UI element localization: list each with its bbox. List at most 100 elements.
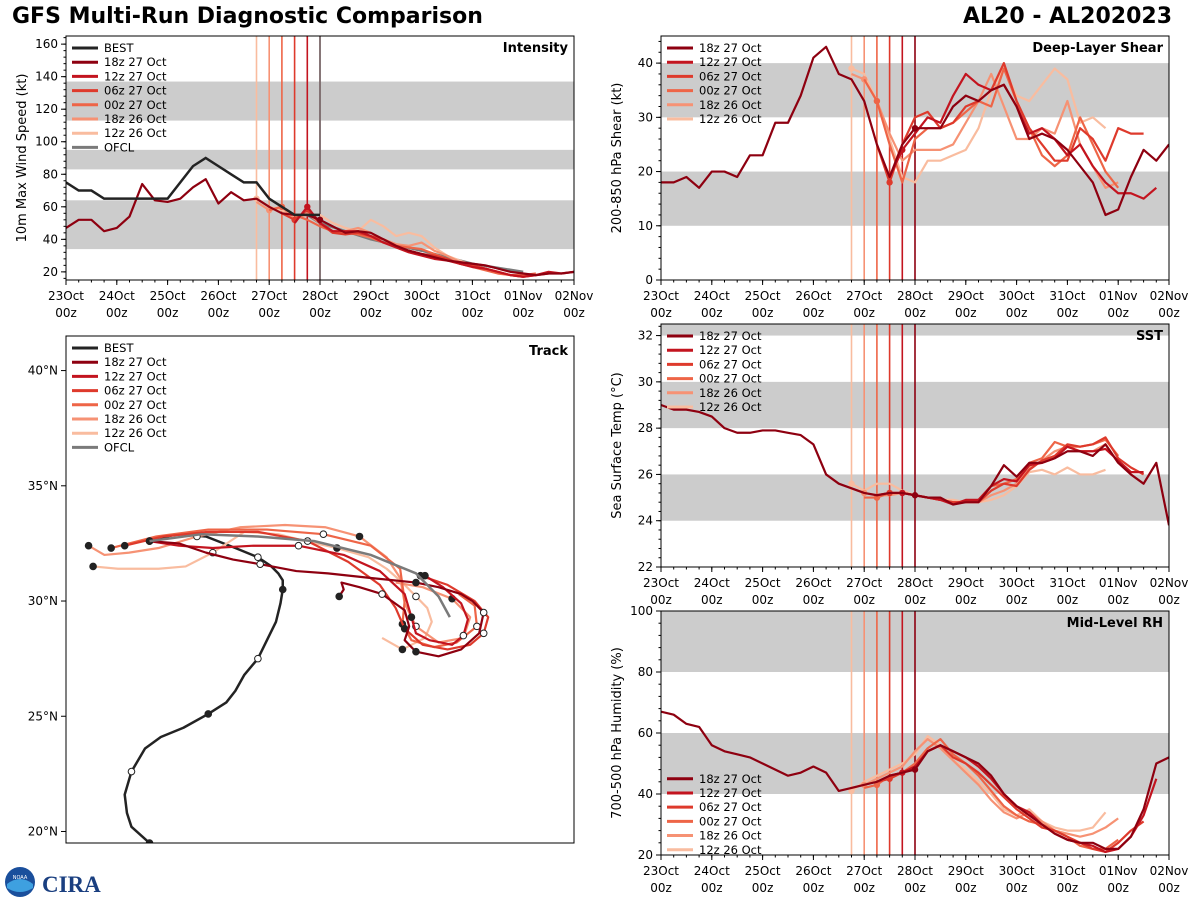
track-point-12z-26-oct — [412, 592, 420, 601]
noaa-logo-text: NOAA — [13, 875, 28, 881]
intensity-legend-label-00z-27-oct: 00z 27 Oct — [104, 98, 167, 112]
shear-x-tick-label: 28Oct — [897, 289, 933, 303]
intensity-x-tick-label: 01Nov — [504, 289, 543, 303]
intensity-x-tick-label: 26Oct — [200, 289, 236, 303]
sst-x-tick-sublabel: 00z — [1158, 593, 1180, 607]
sst-series-group — [661, 403, 1169, 526]
storm-identifier: AL20 - AL202023 — [963, 4, 1172, 29]
intensity-series-best — [66, 156, 320, 217]
sst-x-tick-label: 27Oct — [846, 576, 882, 590]
shear-x-tick-label: 24Oct — [694, 289, 730, 303]
intensity-y-tick-label: 60 — [43, 200, 58, 214]
sst-x-tick-label: 02Nov — [1150, 576, 1189, 590]
track-point-best — [204, 710, 213, 718]
track-legend-label-ofcl: OFCL — [104, 440, 135, 454]
intensity-x-tick-sublabel: 00z — [157, 306, 179, 320]
intensity-y-tick-label: 100 — [35, 135, 58, 149]
sst-panel-title: SST — [1136, 329, 1163, 344]
track-plot-area — [66, 336, 574, 843]
sst-legend-label-00z-27-oct: 00z 27 Oct — [699, 372, 762, 386]
shear-x-tick-label: 27Oct — [846, 289, 882, 303]
intensity-x-tick-label: 28Oct — [302, 289, 338, 303]
track-legend-label-12z-26-oct: 12z 26 Oct — [104, 426, 167, 440]
sst-x-tick-sublabel: 00z — [904, 593, 926, 607]
shear-x-tick-label: 02Nov — [1150, 289, 1189, 303]
shear-x-tick-sublabel: 00z — [955, 306, 977, 320]
track-frame — [65, 335, 575, 844]
sst-y-tick-label: 30 — [638, 375, 653, 389]
sst-x-tick-sublabel: 00z — [955, 593, 977, 607]
sst-y-tick-label: 32 — [638, 329, 653, 343]
rh-y-tick-label: 80 — [638, 665, 653, 679]
rh-x-tick-label: 02Nov — [1150, 864, 1189, 878]
intensity-init-marker-12z-27-oct — [304, 203, 311, 210]
shear-x-tick-label: 31Oct — [1049, 289, 1085, 303]
sst-x-tick-label: 24Oct — [694, 576, 730, 590]
rh-panel: 20 40 60 80 100 23Oct 00z 24Oct 00z 25Oct 00z 26Oct… — [610, 604, 1188, 895]
intensity-x-tick-label: 24Oct — [99, 289, 135, 303]
rh-x-tick-sublabel: 00z — [955, 881, 977, 895]
sst-y-axis-label: Sea Surface Temp (°C) — [610, 372, 625, 519]
intensity-panel-title: Intensity — [503, 41, 569, 56]
sst-panel: 22 24 26 28 30 32 23Oct 00z 24Oct 00z 25Oct 00z 26Oc… — [610, 323, 1189, 607]
intensity-legend-label-12z-26-oct: 12z 26 Oct — [104, 126, 167, 140]
track-point-12z-27-oct — [421, 571, 429, 580]
rh-legend-label-18z-27-oct: 18z 27 Oct — [699, 772, 762, 786]
intensity-init-marker-18z-27-oct — [316, 216, 324, 224]
rh-x-tick-sublabel: 00z — [701, 881, 723, 895]
shear-y-tick-label: 20 — [638, 165, 653, 179]
track-panel-title: Track — [529, 344, 568, 359]
sst-x-tick-label: 31Oct — [1049, 576, 1085, 590]
intensity-x-tick-label: 31Oct — [454, 289, 490, 303]
cira-logo: NOAA CIRA — [5, 867, 101, 897]
noaa-wave-icon — [7, 879, 33, 892]
rh-legend-label-12z-27-oct: 12z 27 Oct — [699, 786, 762, 800]
rh-x-tick-label: 26Oct — [795, 864, 831, 878]
rh-x-tick-sublabel: 00z — [1006, 881, 1028, 895]
intensity-x-tick-sublabel: 00z — [360, 306, 382, 320]
shear-y-tick-label: 40 — [638, 56, 653, 70]
intensity-y-tick-label: 160 — [35, 37, 58, 51]
shear-panel-title: Deep-Layer Shear — [1032, 41, 1163, 56]
track-line-12z-26-oct — [92, 530, 433, 651]
track-point-06z-27-oct — [479, 629, 488, 638]
track-line-ofcl — [149, 532, 451, 618]
shear-x-tick-label: 23Oct — [643, 289, 679, 303]
shear-legend-label-18z-27-oct: 18z 27 Oct — [699, 41, 762, 55]
sst-init-marker-12z-26-oct — [848, 480, 855, 487]
track-point-18z-27-oct — [335, 592, 343, 601]
rh-x-tick-label: 01Nov — [1099, 864, 1138, 878]
rh-init-marker-18z-27-oct — [911, 766, 919, 773]
rh-y-tick-label: 60 — [638, 726, 653, 740]
rh-legend-label-06z-27-oct: 06z 27 Oct — [699, 800, 762, 814]
intensity-series-00z-27-oct — [268, 205, 537, 277]
rh-series-18z-26-oct — [851, 737, 1119, 838]
rh-legend-label-12z-26-oct: 12z 26 Oct — [699, 843, 762, 857]
intensity-legend-label-18z-26-oct: 18z 26 Oct — [104, 112, 167, 126]
sst-x-tick-sublabel: 00z — [803, 593, 825, 607]
rh-x-tick-sublabel: 00z — [803, 881, 825, 895]
sst-x-tick-sublabel: 00z — [650, 593, 672, 607]
rh-x-tick-sublabel: 00z — [1158, 881, 1180, 895]
shear-x-tick-label: 30Oct — [999, 289, 1035, 303]
intensity-x-tick-sublabel: 00z — [563, 306, 585, 320]
track-point-best — [254, 553, 262, 562]
sst-x-tick-label: 01Nov — [1099, 576, 1138, 590]
sst-x-tick-label: 28Oct — [897, 576, 933, 590]
sst-legend-label-12z-26-oct: 12z 26 Oct — [699, 400, 762, 414]
intensity-legend-label-ofcl: OFCL — [104, 140, 135, 154]
sst-x-tick-sublabel: 00z — [1006, 593, 1028, 607]
sst-y-tick-label: 26 — [638, 467, 653, 481]
intensity-x-tick-sublabel: 00z — [106, 306, 128, 320]
sst-legend-label-18z-26-oct: 18z 26 Oct — [699, 386, 762, 400]
intensity-x-tick-label: 27Oct — [251, 289, 287, 303]
track-point-12z-26-oct — [398, 645, 407, 654]
track-point-18z-27-oct — [412, 647, 420, 656]
shear-init-marker-12z-26-oct — [848, 65, 855, 72]
rh-x-tick-label: 31Oct — [1049, 864, 1085, 878]
